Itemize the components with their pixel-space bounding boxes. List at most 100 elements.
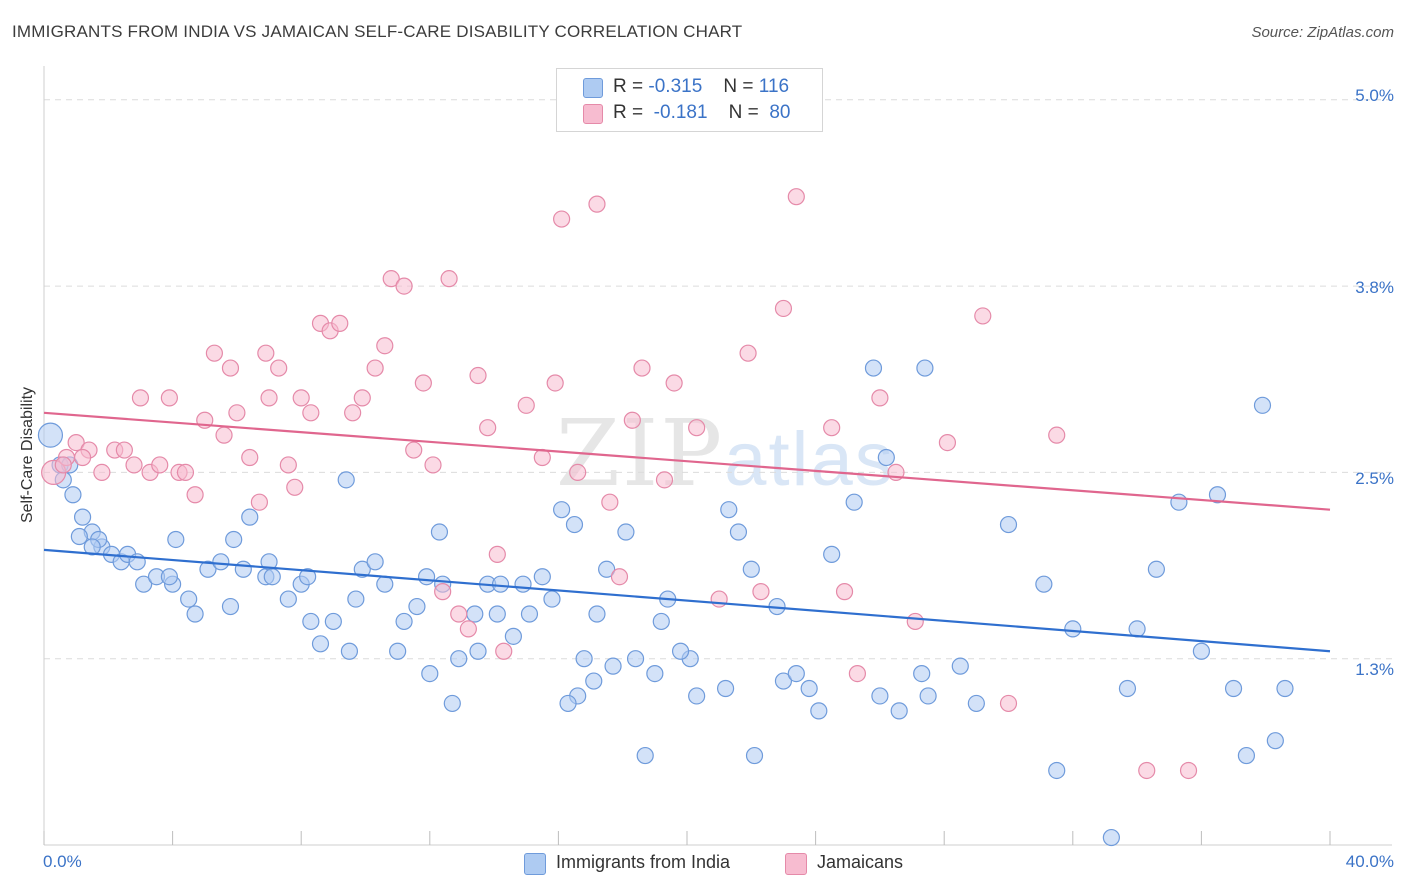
jamaican-point-39 [414,374,432,392]
jamaican-point-56 [610,568,629,586]
india-point-75 [864,359,883,377]
india-point-67 [729,523,748,541]
jamaican-point-47 [488,545,506,563]
india-trend-line [43,548,1331,653]
bottom-legend-swatch-pink [785,853,807,875]
jamaican-point-70 [871,389,889,407]
india-point-77 [877,448,895,467]
jamaican-point-53 [569,463,587,482]
jamaican-point-50 [533,448,551,467]
legend-text-jamaicans: R = -0.181 N = 80 [613,102,790,124]
india-point-56 [598,560,616,578]
y-tick-label-2-5: 2.5% [1355,469,1394,488]
jamaican-point-38 [405,441,423,459]
india-point-61 [646,665,664,683]
legend-r-value: -0.181 [653,102,708,123]
india-point-26 [302,612,320,631]
india-point-89 [1253,396,1272,414]
jamaican-point-79 [73,448,92,467]
bottom-legend-label-india: Immigrants from India [556,852,731,872]
jamaican-point-45 [469,366,487,385]
india-point-66 [720,501,738,519]
jamaican-point-32 [344,404,362,422]
correlation-legend: R = -0.315 N = 116 R = -0.181 N = 80 [556,68,823,132]
india-point-43 [469,642,487,660]
india-point-30 [340,642,359,660]
india-point-19 [221,597,240,616]
india-point-72 [800,679,818,698]
jamaican-point-66 [787,188,805,206]
jamaican-point-46 [479,419,497,437]
jamaican-point-14 [186,486,204,504]
jamaican-point-72 [906,612,924,631]
india-point-12 [135,575,153,593]
india-point-102 [559,694,577,713]
legend-swatch-blue [583,78,603,98]
jamaican-point-41 [434,583,452,601]
india-point-68 [742,560,760,578]
jamaican-point-60 [665,374,683,392]
jamaican-point-74 [974,307,992,325]
legend-n-value: 80 [769,102,791,123]
jamaican-point-33 [353,389,371,407]
india-point-90 [1266,732,1284,750]
jamaican-point-65 [774,299,793,318]
y-tick-label-1-3: 1.3% [1355,660,1394,679]
india-point-29 [337,471,355,489]
jamaican-point-7 [125,456,143,474]
jamaican-point-36 [382,270,400,288]
india-point-15 [180,590,198,608]
india-point-62 [652,612,670,631]
india-point-103 [585,672,603,690]
india-point-80 [919,687,937,705]
india-point-107 [810,702,828,720]
india-point-39 [430,523,449,541]
india-point-32 [353,560,371,578]
jamaican-point-64 [752,583,770,601]
jamaican-point-44 [459,620,477,638]
jamaican-point-51 [546,374,564,392]
india-point-55 [588,605,606,623]
legend-n-label: N = [728,102,759,123]
india-point-60 [636,746,654,765]
india-point-21 [234,560,252,578]
jamaican-point-59 [655,471,674,489]
india-point-34 [389,642,407,660]
india-point-86 [1147,560,1165,578]
india-point-81 [951,657,969,675]
jamaican-point-77 [1138,761,1156,780]
jamaican-point-16 [205,344,223,362]
india-point-84 [1064,620,1082,638]
legend-swatch-pink [583,104,603,124]
legend-r-label: R = [613,76,644,97]
jamaican-point-8 [131,389,150,407]
bottom-legend-swatch-blue [524,853,546,875]
jamaican-trend-line [43,411,1331,511]
jamaican-point-26 [286,478,304,496]
india-point-28 [324,612,342,631]
india-point-59 [626,650,645,668]
india-point-37 [417,568,436,586]
jamaican-point-21 [250,493,269,511]
india-point-17 [199,560,217,578]
india-point-52 [565,515,584,534]
india-point-92 [83,538,101,556]
legend-n-value: 116 [758,76,790,97]
jamaican-point-25 [279,456,297,474]
india-point-104 [671,642,690,660]
india-point-88 [1224,679,1243,698]
jamaican-point-54 [588,195,606,213]
chart-title: IMMIGRANTS FROM INDIA VS JAMAICAN SELF-C… [12,22,743,41]
jamaican-point-76 [1048,426,1066,444]
source-label: Source: ZipAtlas.com [1251,24,1394,41]
jamaican-point-80 [1179,761,1198,780]
india-point-9 [70,527,88,546]
jamaican-point-27 [292,389,310,407]
x-tick-label-40: 40.0% [1345,852,1394,871]
jamaican-point-18 [221,359,240,377]
jamaican-point-11 [160,389,178,407]
india-point-0 [37,422,64,448]
india-point-78 [913,665,931,683]
y-axis-label: Self-Care Disability [19,386,36,524]
jamaican-point-75 [999,694,1018,713]
